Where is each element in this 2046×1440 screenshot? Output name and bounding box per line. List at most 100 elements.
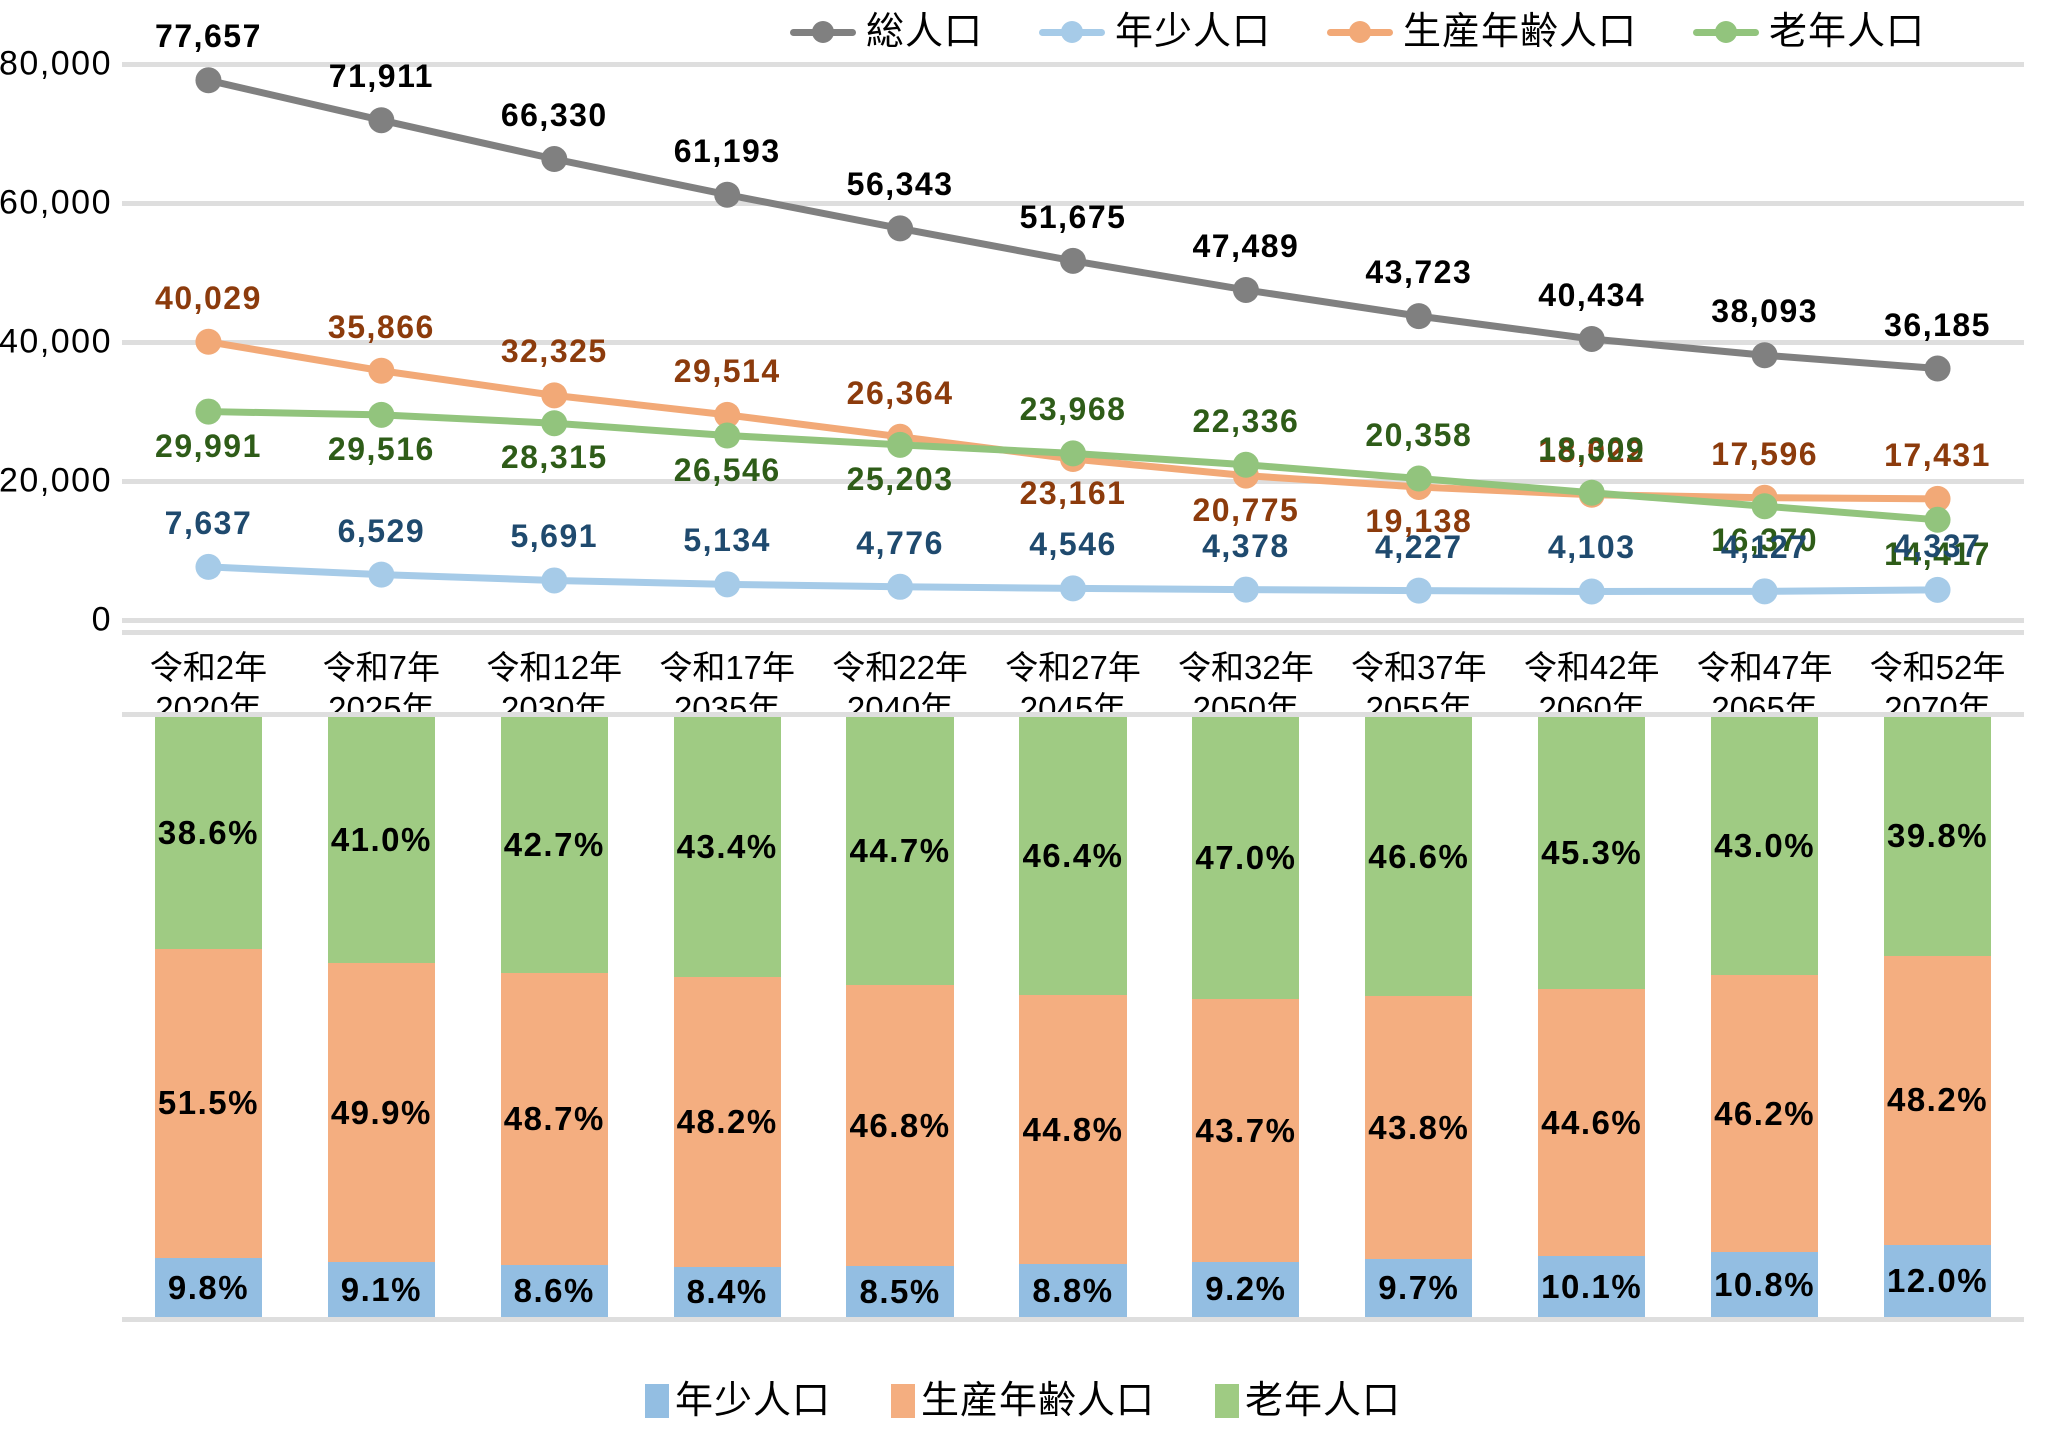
- data-point-marker: [368, 401, 395, 428]
- category-era-label: 令和42年: [1523, 649, 1660, 686]
- stacked-bar[interactable]: 41.0% 49.9% 9.1%: [327, 717, 435, 1317]
- data-label: 4,127: [1720, 529, 1809, 566]
- data-label: 71,911: [328, 58, 434, 95]
- bar-segment[interactable]: 49.9%: [327, 963, 435, 1263]
- legend-bar-working-age-population[interactable]: 生産年齢人口: [890, 1380, 1155, 1422]
- data-label: 4,776: [856, 524, 944, 561]
- bar-slot: 41.0% 49.9% 9.1%: [295, 717, 468, 1317]
- stacked-bar[interactable]: 43.0% 46.2% 10.8%: [1711, 717, 1819, 1317]
- stacked-bar[interactable]: 43.4% 48.2% 8.4%: [673, 717, 781, 1318]
- category-era-label: 令和7年: [322, 649, 441, 686]
- data-point-marker: [1405, 303, 1432, 330]
- stacked-bar[interactable]: 46.4% 44.8% 8.8%: [1019, 717, 1127, 1317]
- bar-segment[interactable]: 9.2%: [1192, 1261, 1300, 1317]
- x-axis-category-label: 令和37年 2055年: [1332, 647, 1505, 727]
- bar-segment[interactable]: 46.2%: [1711, 975, 1819, 1253]
- legend-young-population[interactable]: 年少人口: [1039, 13, 1271, 51]
- legend-elderly-population[interactable]: 老年人口: [1693, 13, 1925, 51]
- bar-segment[interactable]: 43.4%: [673, 717, 781, 978]
- data-point-marker: [1924, 576, 1951, 603]
- bar-segment[interactable]: 8.6%: [500, 1265, 608, 1317]
- bar-segment[interactable]: 9.8%: [154, 1258, 263, 1317]
- y-axis-tick-labels: 0 20,000 40,000 60,000 80,000: [0, 45, 112, 639]
- bar-segment[interactable]: 48.7%: [500, 973, 608, 1266]
- data-point-marker: [714, 422, 741, 449]
- data-label: 35,866: [327, 308, 435, 345]
- stacked-bar[interactable]: 46.6% 43.8% 9.7%: [1365, 717, 1473, 1317]
- stacked-bar[interactable]: 45.3% 44.6% 10.1%: [1538, 717, 1646, 1317]
- data-label: 56,343: [846, 166, 954, 203]
- stacked-bar[interactable]: 39.8% 48.2% 12.0%: [1883, 717, 1992, 1317]
- bar-segment[interactable]: 41.0%: [327, 717, 435, 963]
- data-label: 20,358: [1365, 416, 1473, 453]
- data-point-marker: [1751, 493, 1778, 520]
- bar-segment[interactable]: 10.8%: [1711, 1252, 1819, 1317]
- bar-segment[interactable]: 44.8%: [1019, 995, 1127, 1265]
- bar-slot: 42.7% 48.7% 8.6%: [468, 717, 641, 1317]
- data-label: 4,337: [1893, 527, 1982, 564]
- bar-slot: 44.7% 46.8% 8.5%: [814, 717, 987, 1317]
- line-chart-legend: 総人口 年少人口 生産年齢人口 老年人口: [790, 6, 2030, 58]
- legend-label: 年少人口: [674, 1380, 831, 1422]
- y-axis-tick-label: 20,000: [0, 461, 112, 500]
- legend-bar-elderly-population[interactable]: 老年人口: [1215, 1382, 1401, 1420]
- data-label: 19,138: [1365, 502, 1473, 539]
- bar-segment[interactable]: 46.6%: [1365, 717, 1473, 997]
- stacked-bar[interactable]: 42.7% 48.7% 8.6%: [500, 717, 608, 1317]
- bar-slot: 46.4% 44.8% 8.8%: [987, 717, 1160, 1317]
- legend-label: 生産年齢人口: [1403, 11, 1638, 53]
- legend-line-marker-icon: [1327, 28, 1394, 36]
- legend-color-swatch-icon: [644, 1384, 669, 1418]
- y-axis-tick-label: 0: [91, 600, 112, 639]
- bar-segment[interactable]: 51.5%: [154, 948, 263, 1259]
- data-point-marker: [1405, 577, 1432, 604]
- bar-segment[interactable]: 43.7%: [1192, 999, 1300, 1262]
- legend-working-age-population[interactable]: 生産年齢人口: [1327, 13, 1637, 51]
- category-era-label: 令和52年: [1869, 649, 2006, 686]
- bar-segment[interactable]: 43.8%: [1365, 996, 1473, 1259]
- bar-segment[interactable]: 47.0%: [1192, 717, 1300, 1000]
- category-era-label: 令和17年: [659, 649, 796, 686]
- bar-segment[interactable]: 46.8%: [846, 985, 954, 1266]
- data-label: 28,315: [500, 439, 608, 476]
- bar-slot: 43.4% 48.2% 8.4%: [641, 717, 814, 1318]
- bar-segment[interactable]: 8.5%: [846, 1266, 954, 1317]
- data-point-marker: [541, 410, 568, 437]
- bar-segment[interactable]: 10.1%: [1538, 1256, 1646, 1317]
- bar-segment[interactable]: 9.1%: [327, 1262, 435, 1317]
- bar-segment[interactable]: 45.3%: [1538, 717, 1646, 989]
- bar-segment[interactable]: 12.0%: [1883, 1245, 1992, 1317]
- gridline: [122, 618, 2024, 623]
- stacked-bar[interactable]: 38.6% 51.5% 9.8%: [154, 717, 263, 1317]
- bar-segment[interactable]: 9.7%: [1365, 1258, 1473, 1317]
- data-point-marker: [195, 67, 222, 94]
- gridline: [122, 340, 2024, 345]
- data-point-marker: [1405, 465, 1432, 492]
- data-label: 61,193: [673, 132, 781, 169]
- data-label: 16,370: [1711, 522, 1819, 559]
- bar-segment[interactable]: 44.6%: [1538, 988, 1646, 1257]
- stacked-bar[interactable]: 47.0% 43.7% 9.2%: [1192, 717, 1300, 1317]
- data-label: 23,968: [1019, 391, 1127, 428]
- bar-segment[interactable]: 43.0%: [1711, 717, 1819, 975]
- bar-segment[interactable]: 8.8%: [1019, 1264, 1127, 1317]
- x-axis-category-label: 令和42年 2060年: [1505, 647, 1678, 727]
- data-point-marker: [714, 571, 741, 598]
- stacked-bar[interactable]: 44.7% 46.8% 8.5%: [846, 717, 954, 1317]
- data-label: 29,516: [327, 430, 435, 467]
- bar-segment[interactable]: 46.4%: [1019, 717, 1127, 996]
- legend-total-population[interactable]: 総人口: [790, 13, 983, 51]
- legend-label: 生産年齢人口: [920, 1380, 1155, 1422]
- bar-segment[interactable]: 42.7%: [500, 717, 608, 974]
- bar-segment[interactable]: 48.2%: [673, 977, 781, 1267]
- bar-segment[interactable]: 39.8%: [1883, 717, 1992, 956]
- bar-segment[interactable]: 44.7%: [846, 717, 954, 986]
- bar-slot: 45.3% 44.6% 10.1%: [1505, 717, 1678, 1317]
- bar-slot: 46.6% 43.8% 9.7%: [1332, 717, 1505, 1317]
- data-label: 40,029: [155, 279, 262, 316]
- x-axis-category-label: 令和2年 2020年: [122, 647, 295, 727]
- bar-segment[interactable]: 8.4%: [673, 1266, 781, 1318]
- bar-segment[interactable]: 48.2%: [1883, 955, 1992, 1245]
- bar-segment[interactable]: 38.6%: [154, 717, 263, 949]
- legend-bar-young-population[interactable]: 年少人口: [644, 1380, 831, 1422]
